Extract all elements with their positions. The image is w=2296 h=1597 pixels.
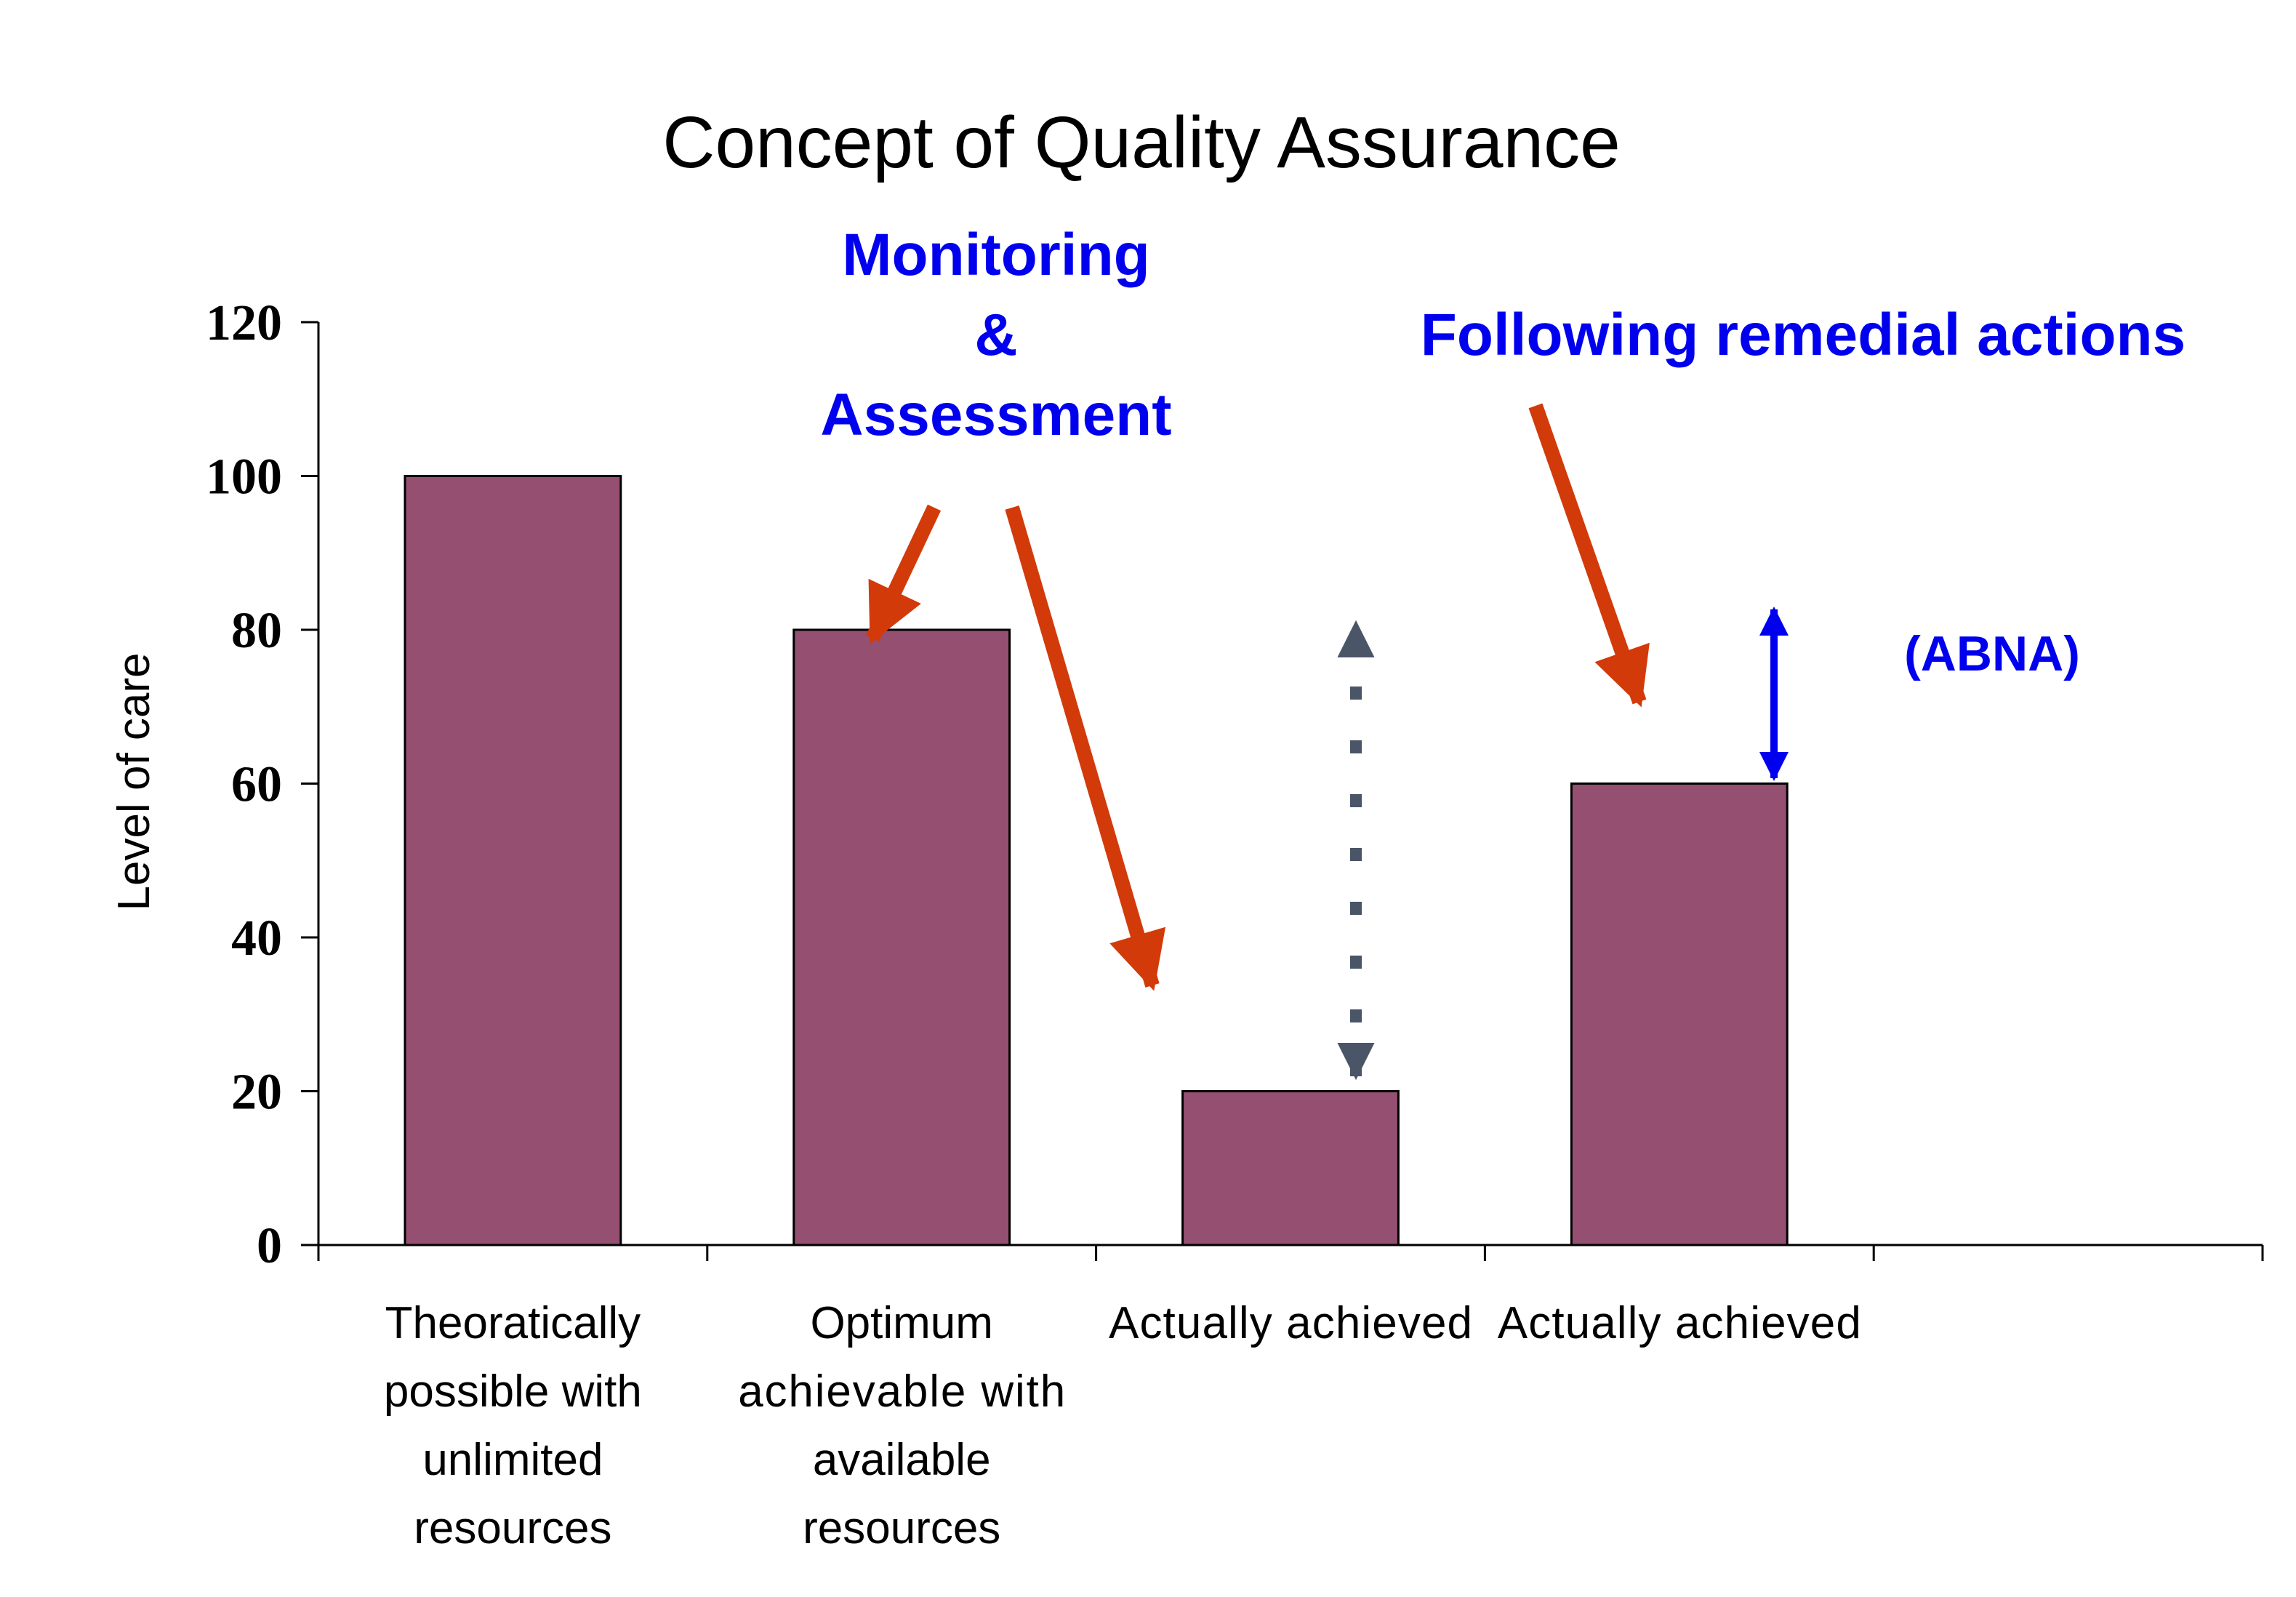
y-tick-label: 0 [257, 1218, 282, 1274]
x-category-label: Actually achieved [1498, 1298, 1861, 1348]
y-tick-label: 80 [231, 603, 282, 659]
y-tick-label: 40 [231, 910, 282, 966]
y-tick-label: 60 [231, 757, 282, 813]
bars [404, 475, 1789, 1246]
y-tick-label: 20 [231, 1065, 282, 1121]
x-category-label: available [813, 1435, 991, 1485]
chart-title: Concept of Quality Assurance [662, 102, 1620, 183]
y-axis-label: Level of care [109, 653, 159, 911]
arrow-to-optimum [865, 504, 942, 644]
y-tick-label: 120 [206, 295, 282, 351]
y-tick-label: 100 [206, 449, 282, 505]
x-category-label: Theoratically [385, 1298, 641, 1348]
x-category-label: achievable with [738, 1366, 1065, 1417]
assessment-label: Assessment [820, 382, 1171, 448]
x-category-label: unlimited [422, 1435, 603, 1485]
x-category-label: Optimum [810, 1298, 992, 1348]
bar [792, 628, 1011, 1246]
x-category-label: Actually achieved [1109, 1298, 1472, 1348]
bar [404, 475, 622, 1246]
x-category-label: possible with [384, 1366, 642, 1417]
x-category-label: resources [414, 1503, 611, 1553]
x-category-label: resources [803, 1503, 1000, 1553]
arrow-to-remedial-bar [1528, 403, 1650, 708]
ampersand-label: & [974, 302, 1017, 368]
abna-label: (ABNA) [1904, 626, 2080, 681]
x-tick-labels: Theoratically possible with unlimited resou… [384, 1298, 1861, 1553]
remedial-actions-label: Following remedial actions [1421, 302, 2186, 368]
bar [1570, 783, 1789, 1246]
y-tick-labels: 0 20 40 60 80 100 120 [206, 295, 282, 1274]
monitoring-assessment-annotation: Monitoring & Assessment [820, 222, 1171, 448]
bar [1181, 1090, 1400, 1246]
monitoring-label: Monitoring [842, 222, 1150, 288]
arrow-to-actual [1005, 505, 1166, 991]
